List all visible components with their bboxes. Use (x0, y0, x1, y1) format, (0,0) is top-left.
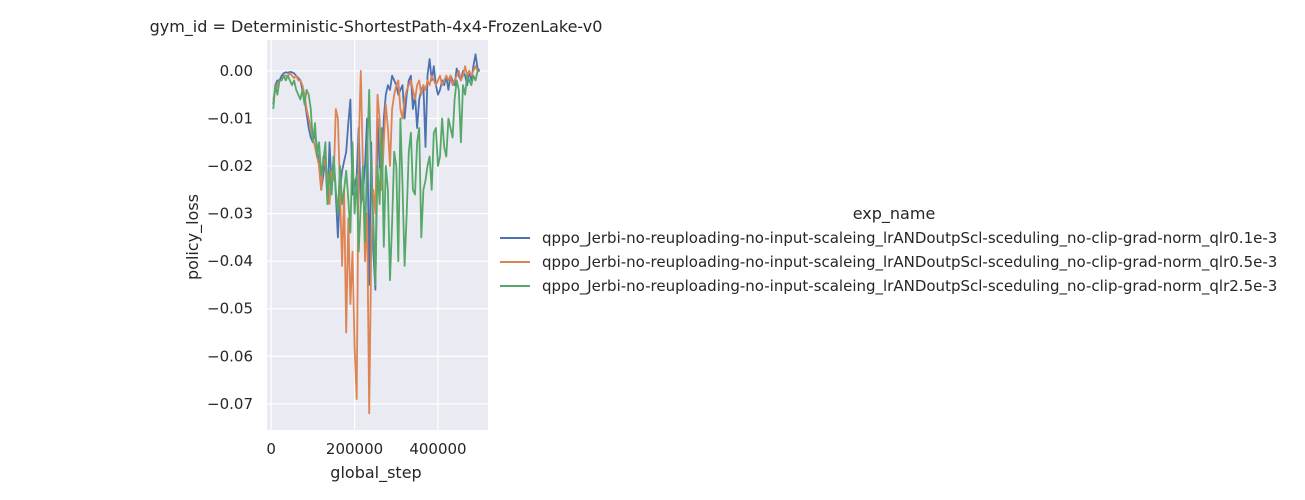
grid-lines (267, 40, 488, 430)
legend-label-1: qppo_Jerbi-no-reuploading-no-input-scale… (542, 229, 1277, 248)
y-axis-ticks: 0.00 −0.01 −0.02 −0.03 −0.04 −0.05 −0.06 −0.07 (207, 62, 253, 413)
chart-title: gym_id = Deterministic-ShortestPath-4x4-… (150, 17, 603, 37)
legend-label-3: qppo_Jerbi-no-reuploading-no-input-scale… (542, 277, 1277, 296)
legend: exp_name qppo_Jerbi-no-reuploading-no-in… (500, 204, 1277, 296)
y-tick-label: −0.02 (207, 157, 253, 175)
series-line-3 (272, 70, 480, 286)
y-tick-label: −0.07 (207, 395, 253, 413)
x-axis-ticks: 0 200000 400000 (266, 440, 466, 458)
x-axis-label: global_step (330, 463, 421, 483)
y-tick-label: −0.03 (207, 205, 253, 223)
x-tick-label: 400000 (409, 440, 466, 458)
x-tick-label: 200000 (326, 440, 383, 458)
y-tick-label: −0.01 (207, 109, 253, 127)
x-tick-label: 0 (266, 440, 276, 458)
y-axis-label: policy_loss (183, 194, 203, 280)
series-line-2 (272, 65, 480, 415)
y-tick-label: −0.05 (207, 300, 253, 318)
legend-title: exp_name (853, 204, 936, 224)
y-tick-label: 0.00 (220, 62, 253, 80)
legend-label-2: qppo_Jerbi-no-reuploading-no-input-scale… (542, 253, 1277, 272)
series-lines (272, 53, 481, 415)
y-tick-label: −0.04 (207, 252, 253, 270)
y-tick-label: −0.06 (207, 347, 253, 365)
